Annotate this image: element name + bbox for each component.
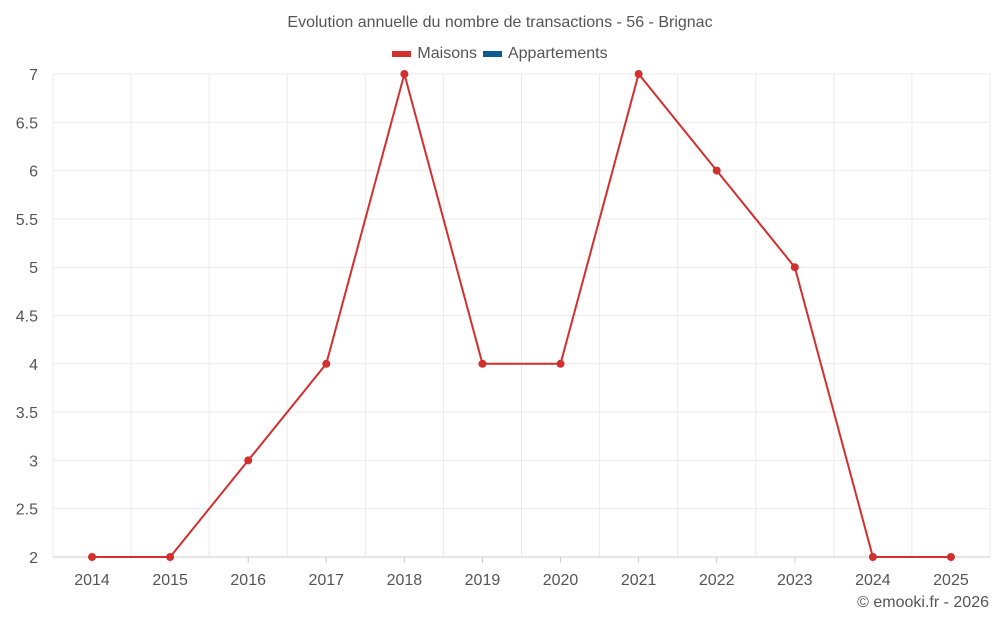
legend-swatch-appartements bbox=[482, 51, 502, 57]
legend-label-appartements: Appartements bbox=[507, 45, 608, 62]
data-point[interactable] bbox=[868, 553, 877, 561]
data-point[interactable] bbox=[88, 553, 97, 561]
x-tick-label: 2016 bbox=[230, 572, 266, 589]
y-tick-label: 2.5 bbox=[16, 502, 38, 519]
data-point[interactable] bbox=[400, 70, 409, 78]
chart-title: Evolution annuelle du nombre de transact… bbox=[287, 14, 713, 31]
data-point[interactable] bbox=[322, 359, 331, 368]
data-point[interactable] bbox=[712, 166, 721, 175]
x-tick-label: 2024 bbox=[855, 572, 891, 589]
data-point[interactable] bbox=[946, 553, 955, 561]
x-tick-label: 2021 bbox=[621, 572, 657, 589]
legend-item-appartements[interactable]: Appartements bbox=[482, 45, 608, 63]
x-tick-label: 2025 bbox=[933, 572, 969, 589]
data-point[interactable] bbox=[634, 70, 643, 78]
y-tick-label: 6 bbox=[29, 164, 38, 181]
data-point[interactable] bbox=[556, 359, 565, 368]
x-tick-label: 2023 bbox=[777, 572, 813, 589]
y-tick-label: 5 bbox=[29, 260, 38, 277]
y-tick-label: 6.5 bbox=[16, 115, 38, 132]
y-tick-label: 4.5 bbox=[16, 309, 38, 326]
data-point[interactable] bbox=[478, 359, 487, 368]
x-tick-label: 2018 bbox=[387, 572, 423, 589]
y-tick-label: 3.5 bbox=[16, 405, 38, 422]
legend: Maisons Appartements bbox=[0, 45, 1000, 63]
x-tick-label: 2015 bbox=[152, 572, 188, 589]
x-tick-label: 2022 bbox=[699, 572, 735, 589]
x-tick-label: 2014 bbox=[74, 572, 110, 589]
x-tick-label: 2020 bbox=[543, 572, 579, 589]
y-tick-label: 7 bbox=[29, 67, 38, 84]
y-tick-label: 2 bbox=[29, 550, 38, 567]
x-tick-label: 2017 bbox=[308, 572, 344, 589]
legend-item-maisons[interactable]: Maisons bbox=[392, 45, 477, 63]
legend-swatch-maisons bbox=[392, 51, 412, 57]
series-line-maisons bbox=[92, 73, 951, 558]
x-tick-label: 2019 bbox=[465, 572, 501, 589]
y-tick-label: 5.5 bbox=[16, 212, 38, 229]
data-point[interactable] bbox=[244, 456, 253, 465]
data-point[interactable] bbox=[166, 553, 175, 561]
data-point[interactable] bbox=[790, 263, 799, 272]
y-tick-label: 4 bbox=[29, 357, 38, 374]
y-tick-label: 3 bbox=[29, 453, 38, 470]
legend-label-maisons: Maisons bbox=[417, 45, 477, 62]
credit-text: © emooki.fr - 2026 bbox=[857, 594, 989, 611]
